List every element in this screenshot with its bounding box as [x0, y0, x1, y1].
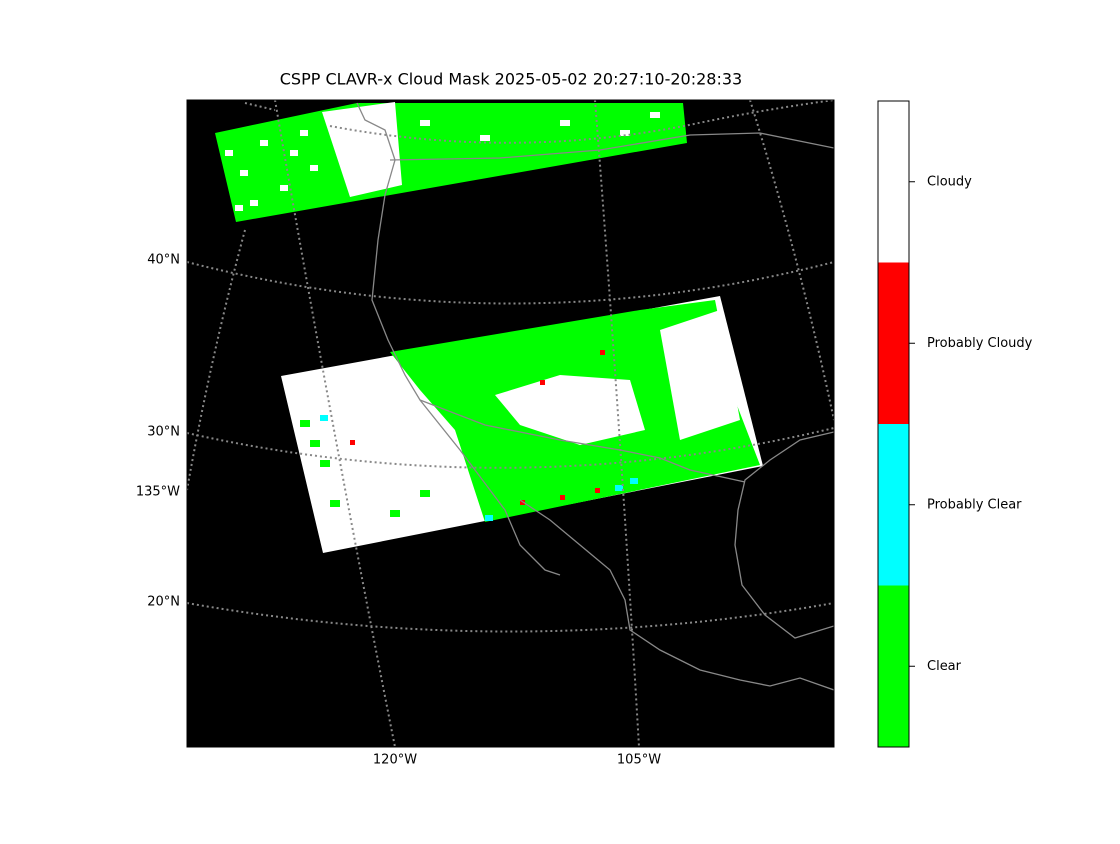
border: [389, 132, 834, 161]
cloud-area: [322, 102, 402, 197]
colorbar-segment: [878, 585, 909, 747]
cloud-speck: [280, 185, 288, 191]
clear-speck: [420, 490, 430, 497]
cloud-speck: [225, 150, 233, 156]
cloud-speck: [620, 130, 630, 136]
cloud-speck: [310, 165, 318, 171]
cloud-speck: [260, 140, 268, 146]
colorbar-frame: [877, 100, 910, 748]
coastline: [356, 102, 561, 576]
clear-speck: [330, 500, 340, 507]
colorbar-segment: [878, 262, 909, 424]
colorbar-label: Clear: [927, 659, 962, 674]
cloud-speck: [420, 120, 430, 126]
probably-cloudy-speck: [540, 380, 545, 385]
coastlines: [356, 102, 834, 691]
lat-label: 135°W: [136, 485, 180, 500]
clear-speck: [300, 420, 310, 427]
meridian: [244, 102, 276, 111]
probably-cloudy-speck: [520, 500, 525, 505]
colorbar-label: Probably Cloudy: [927, 336, 1033, 351]
lat-label: 40°N: [147, 253, 180, 268]
cloud-speck: [240, 170, 248, 176]
parallel: [187, 427, 834, 469]
cloud-speck: [650, 112, 660, 118]
cloud-speck: [560, 120, 570, 126]
cloud-area: [495, 375, 645, 445]
colorbar-label: Cloudy: [927, 174, 972, 189]
cloud-speck: [290, 150, 298, 156]
probably-clear-speck: [320, 415, 328, 421]
clear-speck: [310, 440, 320, 447]
meridian: [594, 100, 640, 747]
lat-label: 20°N: [147, 595, 180, 610]
probably-clear-speck: [485, 515, 493, 521]
probably-cloudy-speck: [350, 440, 355, 445]
probably-cloudy-speck: [600, 350, 605, 355]
colorbar-segment: [878, 424, 909, 586]
lon-label: 105°W: [617, 753, 661, 768]
cloud-area: [660, 310, 740, 440]
colorbar: Cloudy Probably Cloudy Probably Clear Clear: [877, 100, 1033, 748]
axis-labels: 40°N 30°N 135°W 20°N 120°W 105°W: [136, 253, 661, 768]
cloud-speck: [235, 205, 243, 211]
cloud-speck: [250, 200, 258, 206]
lon-label: 120°W: [373, 753, 417, 768]
swaths: [215, 102, 763, 553]
clear-speck: [320, 460, 330, 467]
coastline: [734, 431, 834, 639]
map-frame: [186, 99, 835, 748]
cloud-speck: [480, 135, 490, 141]
colorbar-segment: [878, 101, 909, 263]
colorbar-label: Probably Clear: [927, 497, 1022, 512]
meridian: [274, 100, 396, 747]
parallel: [187, 261, 834, 305]
lat-label: 30°N: [147, 425, 180, 440]
probably-clear-speck: [615, 485, 623, 491]
probably-cloudy-speck: [595, 488, 600, 493]
cloud-speck: [300, 130, 308, 136]
clear-speck: [390, 510, 400, 517]
graticule: [187, 100, 834, 747]
probably-clear-speck: [630, 478, 638, 484]
probably-cloudy-speck: [560, 495, 565, 500]
map-title: CSPP CLAVR-x Cloud Mask 2025-05-02 20:27…: [280, 70, 742, 89]
coastline: [519, 499, 834, 691]
meridian: [749, 100, 834, 421]
parallel: [329, 100, 834, 144]
map: [187, 100, 834, 747]
